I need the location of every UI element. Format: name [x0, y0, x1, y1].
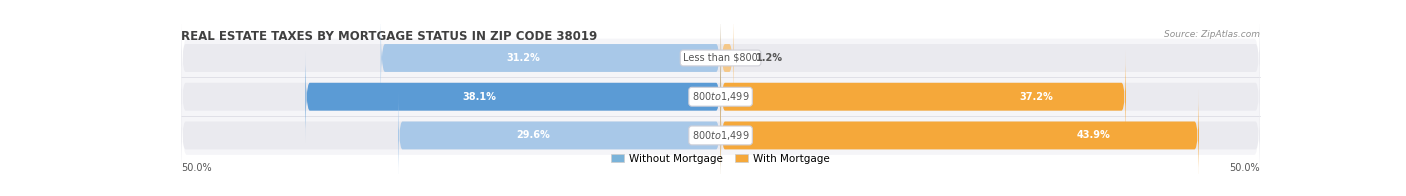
- Legend: Without Mortgage, With Mortgage: Without Mortgage, With Mortgage: [607, 149, 834, 168]
- FancyBboxPatch shape: [381, 12, 721, 104]
- FancyBboxPatch shape: [721, 89, 1199, 182]
- FancyBboxPatch shape: [181, 89, 1260, 182]
- FancyBboxPatch shape: [721, 12, 734, 104]
- Text: 29.6%: 29.6%: [516, 131, 550, 141]
- FancyBboxPatch shape: [721, 50, 1126, 143]
- Text: 50.0%: 50.0%: [1229, 163, 1260, 173]
- FancyBboxPatch shape: [181, 50, 1260, 143]
- Text: 50.0%: 50.0%: [181, 163, 212, 173]
- Text: $800 to $1,499: $800 to $1,499: [692, 90, 749, 103]
- FancyBboxPatch shape: [305, 50, 721, 143]
- FancyBboxPatch shape: [181, 39, 1260, 155]
- Text: $800 to $1,499: $800 to $1,499: [692, 129, 749, 142]
- Text: REAL ESTATE TAXES BY MORTGAGE STATUS IN ZIP CODE 38019: REAL ESTATE TAXES BY MORTGAGE STATUS IN …: [181, 30, 598, 43]
- Text: 31.2%: 31.2%: [506, 53, 540, 63]
- FancyBboxPatch shape: [181, 12, 1260, 104]
- Text: 1.2%: 1.2%: [755, 53, 783, 63]
- FancyBboxPatch shape: [398, 89, 721, 182]
- Text: 37.2%: 37.2%: [1019, 92, 1053, 102]
- Text: Less than $800: Less than $800: [683, 53, 758, 63]
- Text: 38.1%: 38.1%: [463, 92, 496, 102]
- Text: Source: ZipAtlas.com: Source: ZipAtlas.com: [1164, 30, 1260, 39]
- Text: 43.9%: 43.9%: [1077, 131, 1111, 141]
